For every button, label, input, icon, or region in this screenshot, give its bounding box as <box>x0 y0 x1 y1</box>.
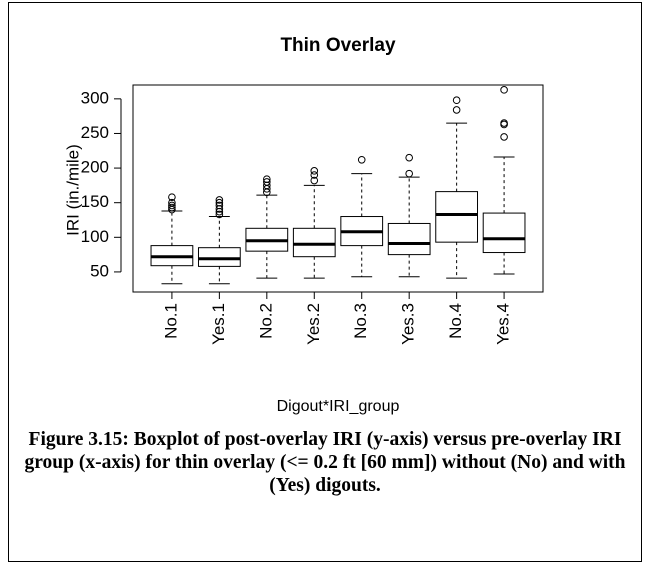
outlier <box>452 106 461 114</box>
plot-frame <box>132 84 544 293</box>
outlier <box>500 133 508 141</box>
outlier <box>310 171 319 179</box>
x-tick-label: No.3 <box>351 303 370 339</box>
outlier <box>215 198 224 207</box>
box <box>387 222 431 256</box>
x-tick-label: Yes.3 <box>399 303 418 345</box>
outlier <box>310 167 319 175</box>
x-tick-label: Yes.2 <box>304 303 323 345</box>
y-tick-label: 50 <box>90 261 109 280</box>
outlier <box>168 193 176 201</box>
outlier <box>405 153 413 162</box>
outlier <box>357 155 366 164</box>
x-tick-label: Yes.1 <box>209 303 228 345</box>
box <box>482 212 526 254</box>
y-tick-label: 300 <box>81 88 109 107</box>
figure-caption: Figure 3.15: Boxplot of post-overlay IRI… <box>24 429 626 496</box>
x-tick-label: No.4 <box>446 303 465 339</box>
outlier <box>263 175 271 183</box>
box <box>435 191 479 243</box>
box <box>197 247 241 267</box>
outlier <box>452 96 461 105</box>
outlier <box>500 119 508 127</box>
x-tick-label: No.2 <box>256 303 275 339</box>
y-tick-label: 150 <box>81 192 109 211</box>
y-axis-label: IRI (in./mile) <box>63 144 82 236</box>
chart-title: Thin Overlay <box>280 35 396 56</box>
outlier <box>263 178 271 186</box>
y-tick-label: 200 <box>81 158 109 177</box>
x-tick-label: No.1 <box>161 303 180 339</box>
outlier <box>215 196 224 204</box>
x-tick-label: Yes.4 <box>494 303 513 345</box>
y-tick-label: 250 <box>81 123 109 142</box>
x-axis-label: Digout*IRI_group <box>277 398 400 415</box>
outlier <box>405 169 413 178</box>
outlier <box>500 86 508 94</box>
outlier <box>168 203 176 212</box>
outlier <box>168 201 176 210</box>
figure-frame <box>8 2 642 562</box>
box <box>292 227 336 258</box>
outlier <box>310 176 319 185</box>
outlier <box>168 198 176 207</box>
outlier <box>215 201 224 210</box>
outlier <box>215 210 224 219</box>
chart: Thin Overlay IRI (in./mile) Digout*IRI_g… <box>63 35 544 415</box>
y-tick-label: 100 <box>81 227 109 246</box>
